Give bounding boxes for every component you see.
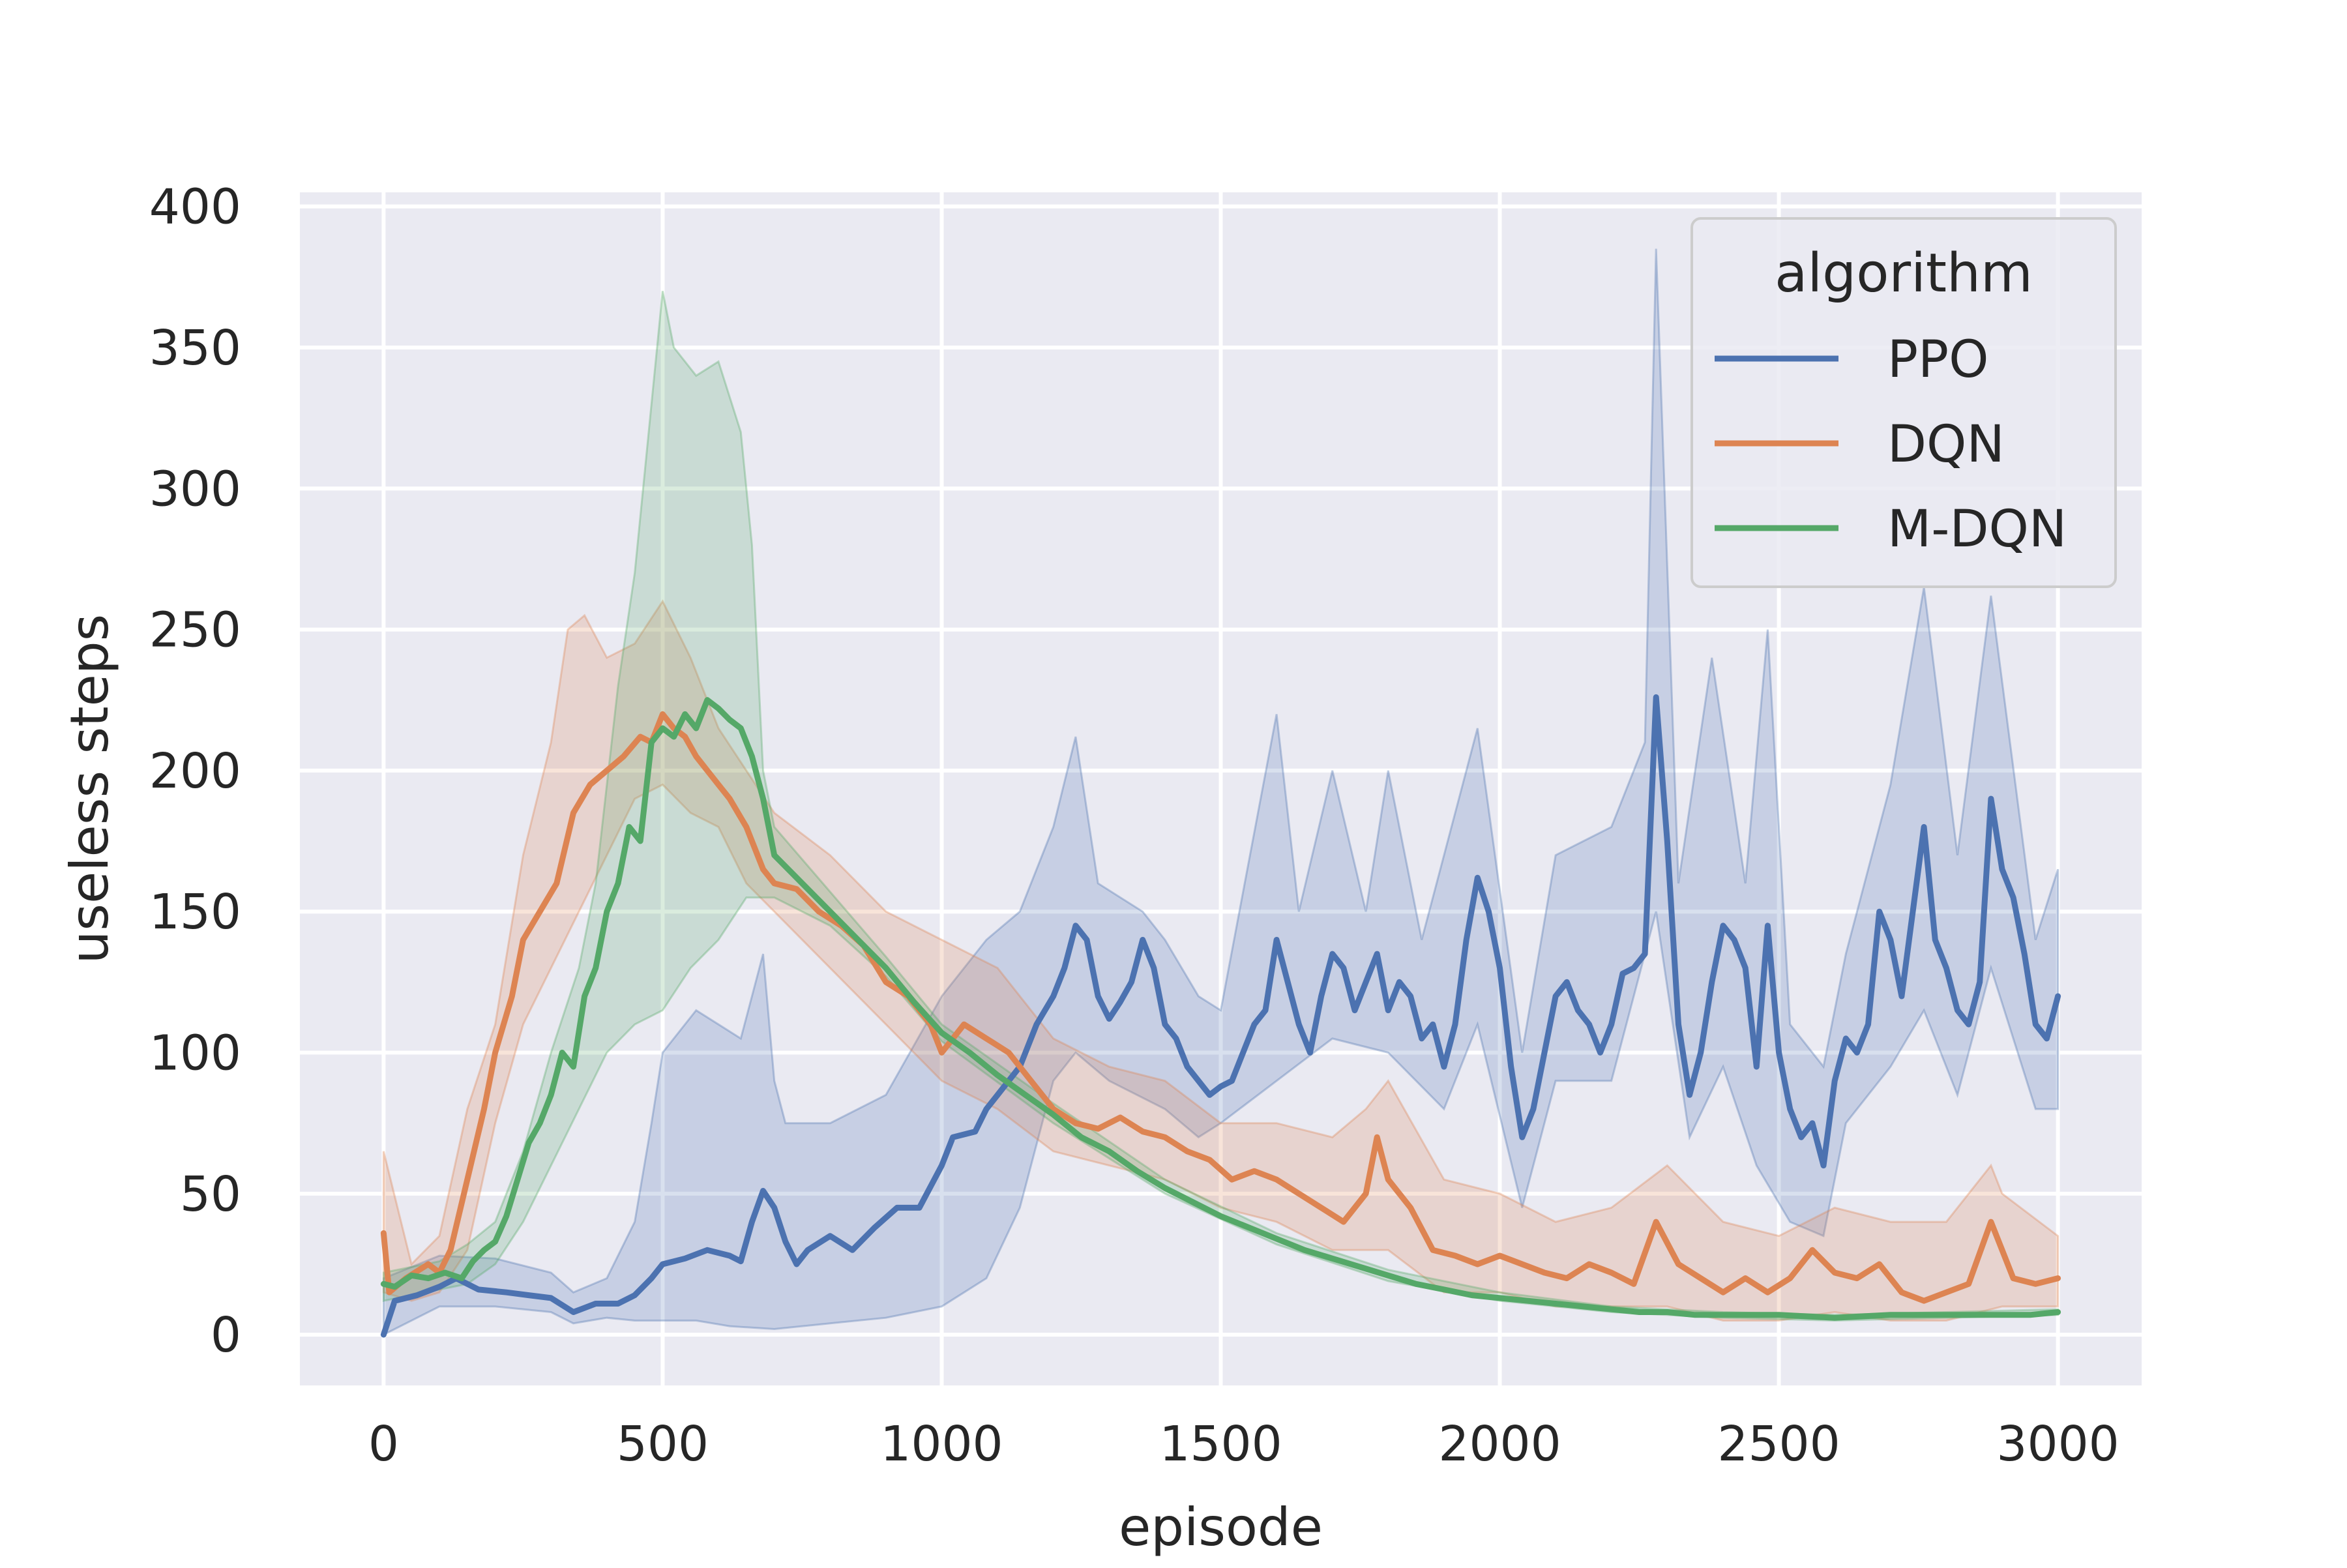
series-lines [380, 694, 2061, 1338]
y-tick-label: 350 [149, 320, 241, 376]
y-axis-title: useless steps [59, 614, 120, 964]
y-tick-label: 200 [149, 743, 241, 799]
legend-items: PPO DQN M-DQN [1715, 331, 2067, 559]
y-tick-label: 400 [149, 179, 241, 235]
legend-frame [1690, 217, 2117, 588]
legend-title: algorithm [1775, 243, 2033, 304]
x-tick-label: 3000 [1996, 1416, 2119, 1472]
confidence-band-ppo [382, 248, 2059, 1337]
legend: algorithm PPO DQN M-DQN [1690, 217, 2117, 588]
x-axis-title: episode [1119, 1497, 1323, 1558]
y-tick-label: 50 [180, 1166, 241, 1222]
grid [300, 192, 2142, 1385]
y-tick-label: 250 [149, 602, 241, 658]
y-tick-label: 300 [149, 461, 241, 517]
legend-label: DQN [1887, 415, 2005, 474]
series-line-dqn [380, 711, 2061, 1304]
legend-label: M-DQN [1887, 500, 2067, 559]
y-tick-labels: 0 50 100 150 200 250 300 350 400 [149, 179, 241, 1363]
x-tick-label: 2000 [1438, 1416, 1561, 1472]
legend-label: PPO [1887, 331, 1988, 389]
x-tick-labels: 0 500 1000 1500 2000 2500 3000 [368, 1416, 2119, 1472]
x-tick-label: 1000 [880, 1416, 1003, 1472]
x-tick-label: 1500 [1159, 1416, 1282, 1472]
y-tick-label: 0 [211, 1307, 241, 1363]
series-line-m-dqn [380, 697, 2061, 1321]
y-tick-label: 150 [149, 884, 241, 940]
y-tick-label: 100 [149, 1026, 241, 1082]
confidence-band-dqn [382, 599, 2059, 1322]
x-tick-label: 0 [368, 1416, 399, 1472]
series-line-ppo [380, 694, 2061, 1338]
x-tick-label: 500 [617, 1416, 709, 1472]
x-tick-label: 2500 [1717, 1416, 1840, 1472]
